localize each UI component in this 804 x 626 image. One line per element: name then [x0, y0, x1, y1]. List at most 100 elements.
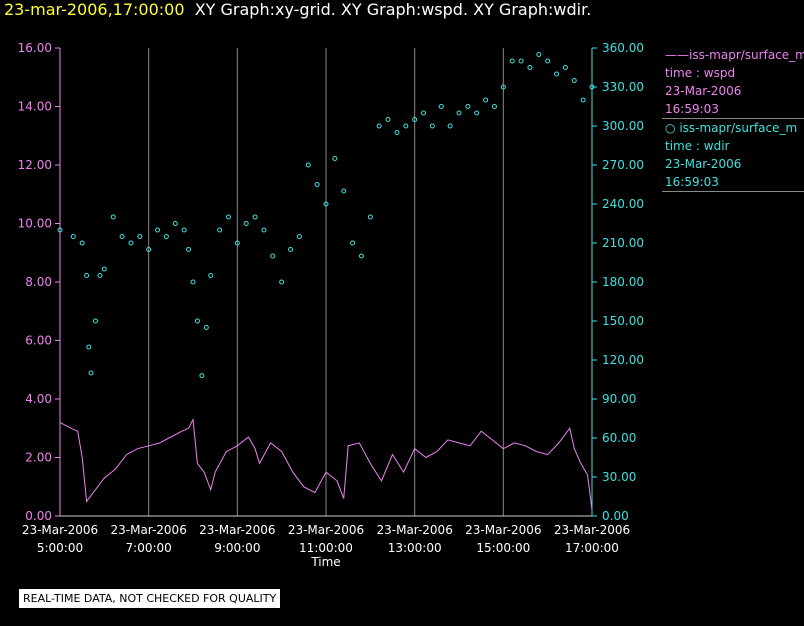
series-wdir-point — [70, 234, 76, 239]
series-wdir-point — [146, 247, 152, 252]
series-wdir-point — [186, 247, 192, 252]
legend-wdir-symbol: ○ — [665, 121, 676, 135]
right-tick-label: 330.00 — [602, 80, 644, 94]
series-wdir-point — [571, 78, 577, 83]
series-wdir-point — [101, 266, 107, 272]
x-tick-time: 9:00:00 — [214, 541, 260, 555]
series-wdir-point — [403, 123, 409, 129]
series-wdir-point — [279, 279, 285, 285]
series-wdir-point — [314, 182, 320, 187]
legend-wdir: ○ iss-mapr/surface_m time : wdir 23-Mar-… — [665, 119, 804, 191]
series-wdir-point — [429, 123, 435, 129]
series-wdir-point — [483, 97, 489, 103]
right-tick-label: 120.00 — [602, 353, 644, 367]
series-wdir-point — [217, 227, 223, 233]
series-wdir-point — [545, 58, 551, 64]
left-tick-label: 4.00 — [25, 392, 52, 406]
series-wdir-point — [456, 110, 462, 116]
series-wdir-point — [447, 123, 453, 129]
series-wdir-point — [394, 130, 400, 135]
x-tick-date: 23-Mar-2006 — [288, 523, 364, 537]
right-tick-label: 360.00 — [602, 41, 644, 55]
series-wdir-point — [474, 110, 480, 116]
series-wdir-point — [589, 84, 595, 90]
series-wdir-point — [527, 65, 533, 70]
series-wdir-point — [385, 117, 391, 122]
series-wdir-point — [536, 52, 542, 57]
left-tick-label: 0.00 — [25, 509, 52, 523]
right-tick-label: 300.00 — [602, 119, 644, 133]
x-tick-date: 23-Mar-2006 — [465, 523, 541, 537]
series-wdir-point — [163, 234, 169, 239]
right-tick-label: 90.00 — [602, 392, 636, 406]
left-tick-label: 10.00 — [18, 217, 52, 231]
series-wdir-point — [181, 227, 187, 233]
series-wdir-point — [128, 240, 134, 246]
quality-notice: REAL-TIME DATA, NOT CHECKED FOR QUALITY — [19, 589, 281, 608]
right-tick-label: 210.00 — [602, 236, 644, 250]
series-wdir-point — [92, 318, 98, 324]
x-tick-date: 23-Mar-2006 — [110, 523, 186, 537]
x-tick-date: 23-Mar-2006 — [376, 523, 452, 537]
left-tick-label: 16.00 — [18, 41, 52, 55]
graph-list-label: XY Graph:xy-grid. XY Graph:wspd. XY Grap… — [194, 0, 592, 19]
x-tick-time: 17:00:00 — [565, 541, 619, 555]
series-wdir-point — [358, 253, 364, 259]
series-wdir-point — [518, 58, 524, 64]
series-wdir-point — [172, 221, 178, 226]
series-wdir-point — [194, 318, 200, 324]
right-tick-label: 240.00 — [602, 197, 644, 211]
x-axis-label: Time — [310, 555, 340, 569]
series-wdir-point — [155, 227, 161, 233]
page-title: 23-mar-2006,17:00:00 XY Graph:xy-grid. X… — [4, 0, 591, 19]
series-wdir-point — [84, 273, 90, 278]
series-wdir-point — [296, 234, 302, 239]
series-wdir-point — [190, 279, 196, 285]
series-wdir-point — [350, 240, 356, 246]
legend-wspd: ——iss-mapr/surface_m time : wspd 23-Mar-… — [665, 46, 804, 118]
series-wdir-point — [376, 123, 382, 129]
series-wdir-point — [500, 84, 506, 90]
right-tick-label: 270.00 — [602, 158, 644, 172]
series-wdir-point — [438, 104, 444, 109]
left-tick-label: 6.00 — [25, 334, 52, 348]
series-wdir-point — [234, 240, 240, 246]
legend-divider — [662, 191, 804, 192]
series-wdir-point — [110, 214, 116, 220]
left-tick-label: 14.00 — [18, 100, 52, 114]
series-wspd-line — [59, 417, 593, 511]
right-tick-label: 60.00 — [602, 431, 636, 445]
series-wdir-point — [208, 273, 214, 278]
series-wdir-point — [243, 221, 249, 226]
timestamp-label: 23-mar-2006,17:00:00 — [4, 0, 185, 19]
right-tick-label: 150.00 — [602, 314, 644, 328]
x-tick-date: 23-Mar-2006 — [22, 523, 98, 537]
series-wdir-point — [580, 97, 586, 103]
series-wdir-point — [199, 373, 205, 379]
series-wdir-point — [562, 65, 568, 70]
x-tick-time: 13:00:00 — [388, 541, 442, 555]
legend-wdir-time: 16:59:03 — [665, 175, 719, 189]
right-tick-label: 30.00 — [602, 470, 636, 484]
legend-wspd-var: time : wspd — [665, 66, 736, 80]
right-tick-label: 180.00 — [602, 275, 644, 289]
left-tick-label: 2.00 — [25, 451, 52, 465]
legend-wdir-name: iss-mapr/surface_m — [679, 121, 798, 135]
legend-wspd-name: iss-mapr/surface_m — [689, 48, 804, 62]
series-wdir-point — [367, 214, 373, 220]
series-wdir-point — [97, 273, 103, 278]
series-wdir-point — [332, 156, 338, 161]
series-wdir-point — [57, 227, 63, 233]
legend-divider — [662, 118, 804, 119]
series-wdir-point — [252, 214, 258, 220]
series-wdir-point — [465, 104, 471, 109]
series-wdir-point — [270, 253, 276, 259]
series-wdir-point — [491, 104, 497, 109]
series-wdir-point — [323, 201, 329, 207]
left-tick-label: 8.00 — [25, 275, 52, 289]
series-wdir-point — [412, 117, 418, 122]
series-wdir-point — [88, 370, 94, 376]
series-wdir-point — [288, 247, 294, 252]
series-wdir-point — [225, 214, 231, 220]
